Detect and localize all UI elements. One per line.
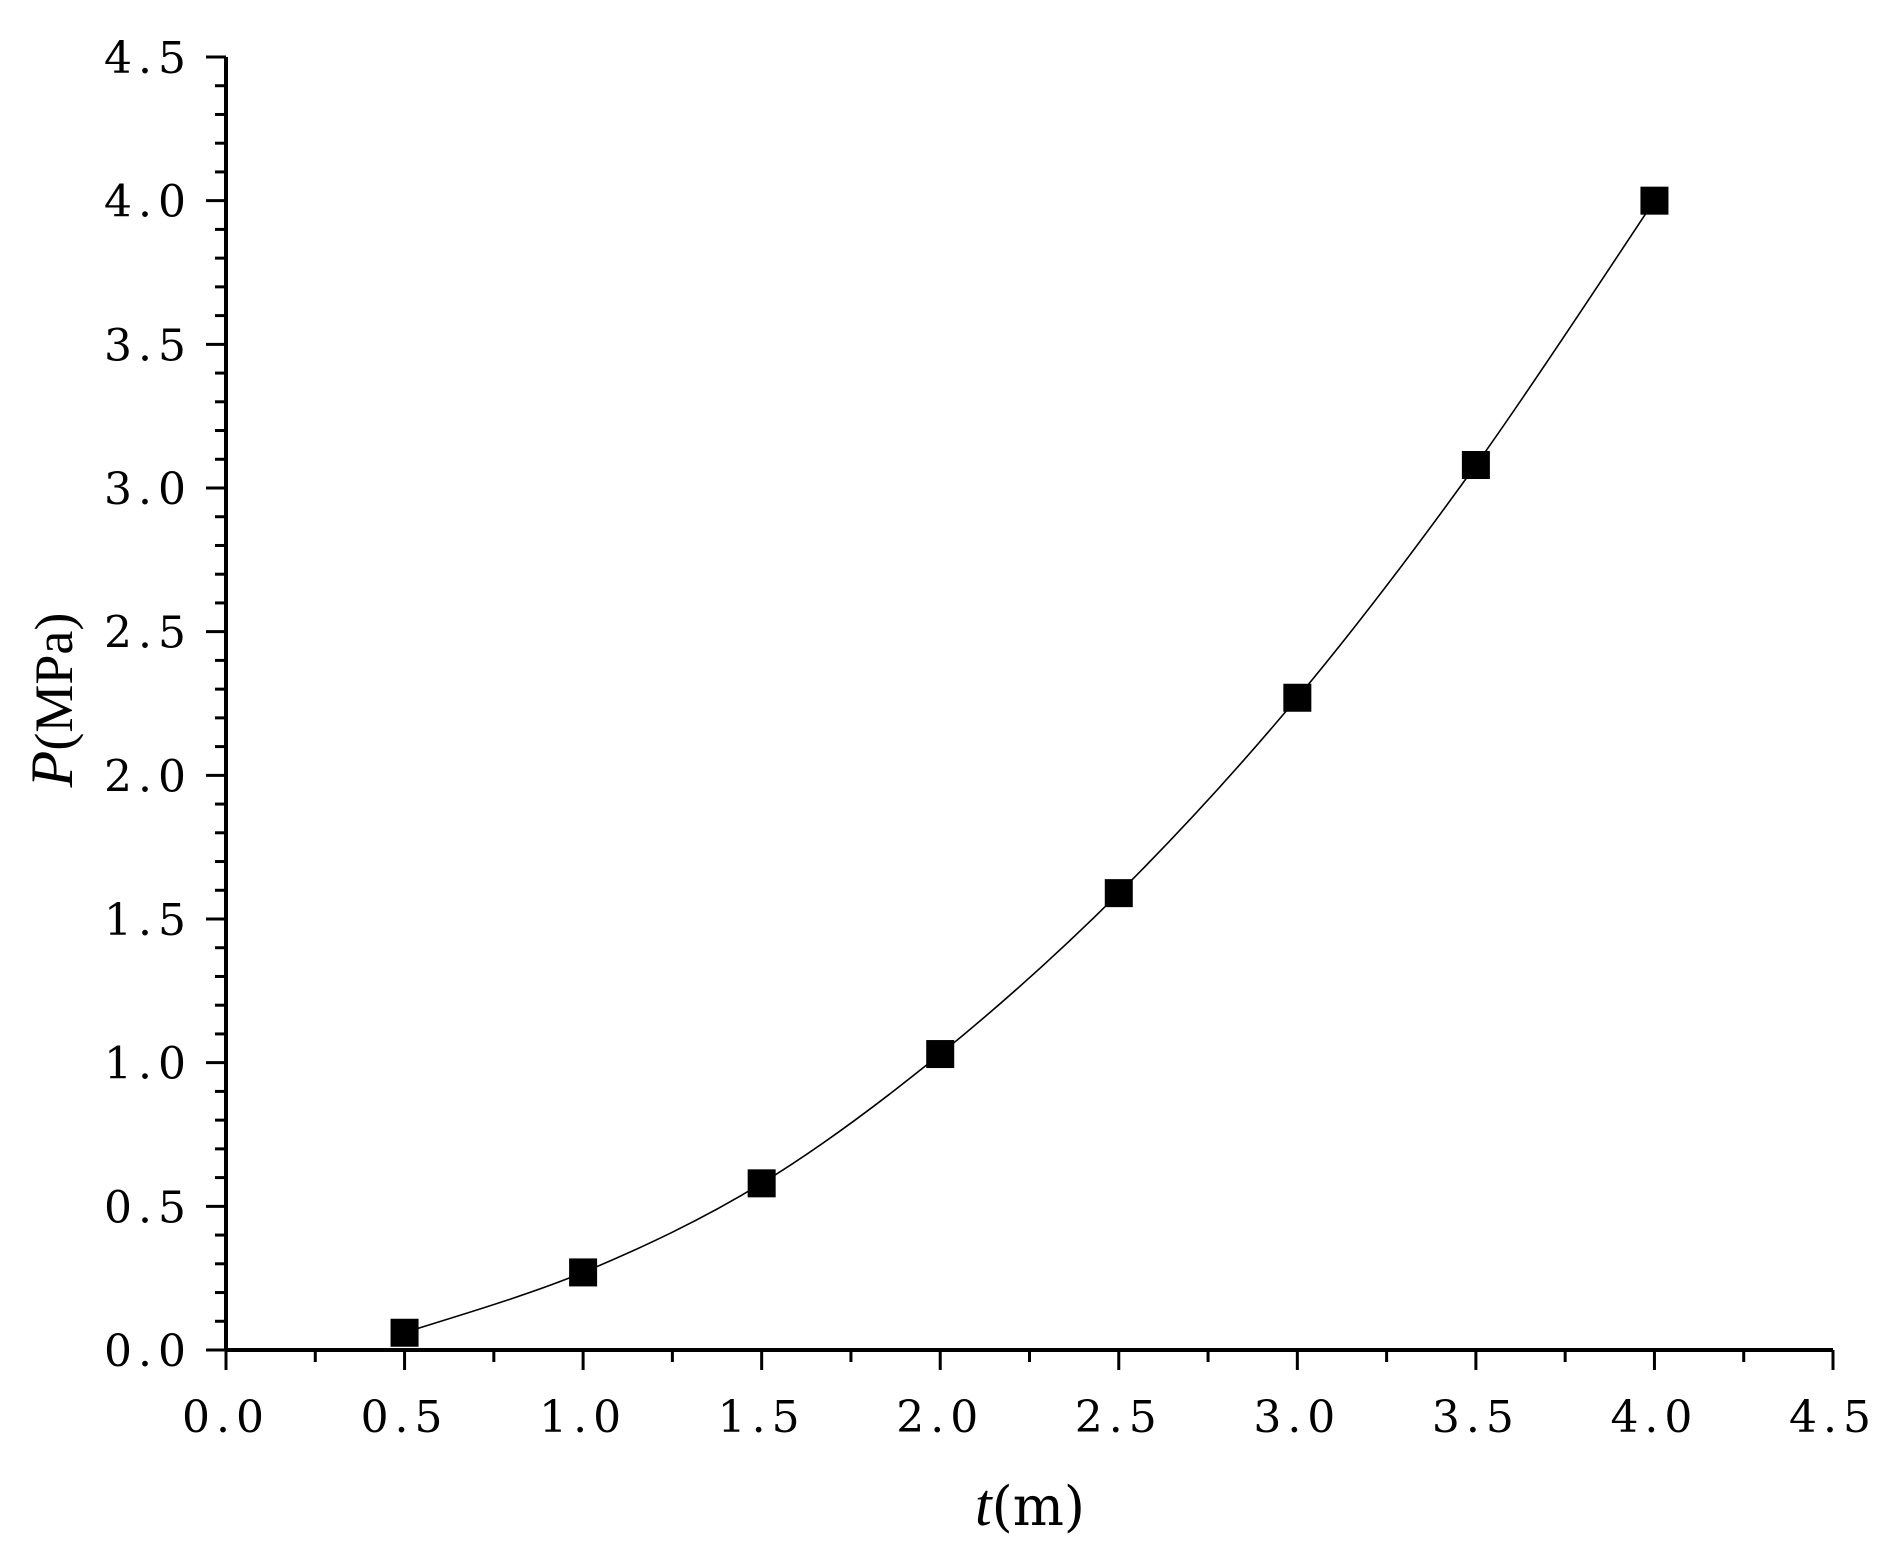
y-tick-label: 2.0 [104, 751, 192, 802]
y-tick-label: 4.5 [104, 33, 192, 84]
y-axis-title: P(MPa) [19, 613, 85, 789]
data-point [1104, 879, 1133, 908]
x-axis-unit: (m) [992, 1475, 1085, 1538]
series-line [404, 200, 1656, 1334]
data-point [1640, 186, 1669, 215]
axes [224, 57, 1833, 1352]
y-tick-label: 1.5 [104, 895, 192, 946]
y-tick-label: 2.5 [104, 608, 192, 659]
y-tick-label: 4.0 [104, 177, 192, 228]
y-axis-unit: (MPa) [24, 613, 84, 751]
data-point [390, 1318, 419, 1347]
y-axis-var: P [19, 751, 85, 789]
tick-labels: 0.0 0.5 1.0 1.5 2.0 2.5 3.0 3.5 4.0 4.5 0.0 0.5 1.0 1… [104, 33, 1877, 1443]
y-tick-label: 0.0 [104, 1326, 192, 1377]
y-tick-label: 1.0 [104, 1039, 192, 1090]
y-tick-label: 0.5 [104, 1182, 192, 1233]
series [390, 186, 1669, 1347]
data-point [569, 1258, 598, 1287]
x-tick-label: 0.5 [361, 1392, 449, 1443]
y-tick-label: 3.5 [104, 320, 192, 371]
x-tick-label: 3.0 [1253, 1392, 1341, 1443]
data-point [747, 1169, 776, 1198]
x-axis-title: t(m) [975, 1472, 1085, 1538]
x-tick-label: 0.0 [182, 1392, 270, 1443]
x-tick-label: 2.5 [1075, 1392, 1163, 1443]
data-point [1461, 451, 1490, 480]
x-tick-label: 3.5 [1432, 1392, 1520, 1443]
x-axis-var: t [975, 1472, 993, 1538]
x-tick-label: 4.0 [1610, 1392, 1698, 1443]
x-tick-label: 1.0 [539, 1392, 627, 1443]
x-tick-label: 2.0 [896, 1392, 984, 1443]
data-point [926, 1040, 955, 1069]
x-tick-label: 4.5 [1789, 1392, 1877, 1443]
data-point [1283, 683, 1312, 712]
ticks [206, 55, 1835, 1370]
y-tick-label: 3.0 [104, 464, 192, 515]
x-tick-label: 1.5 [718, 1392, 806, 1443]
